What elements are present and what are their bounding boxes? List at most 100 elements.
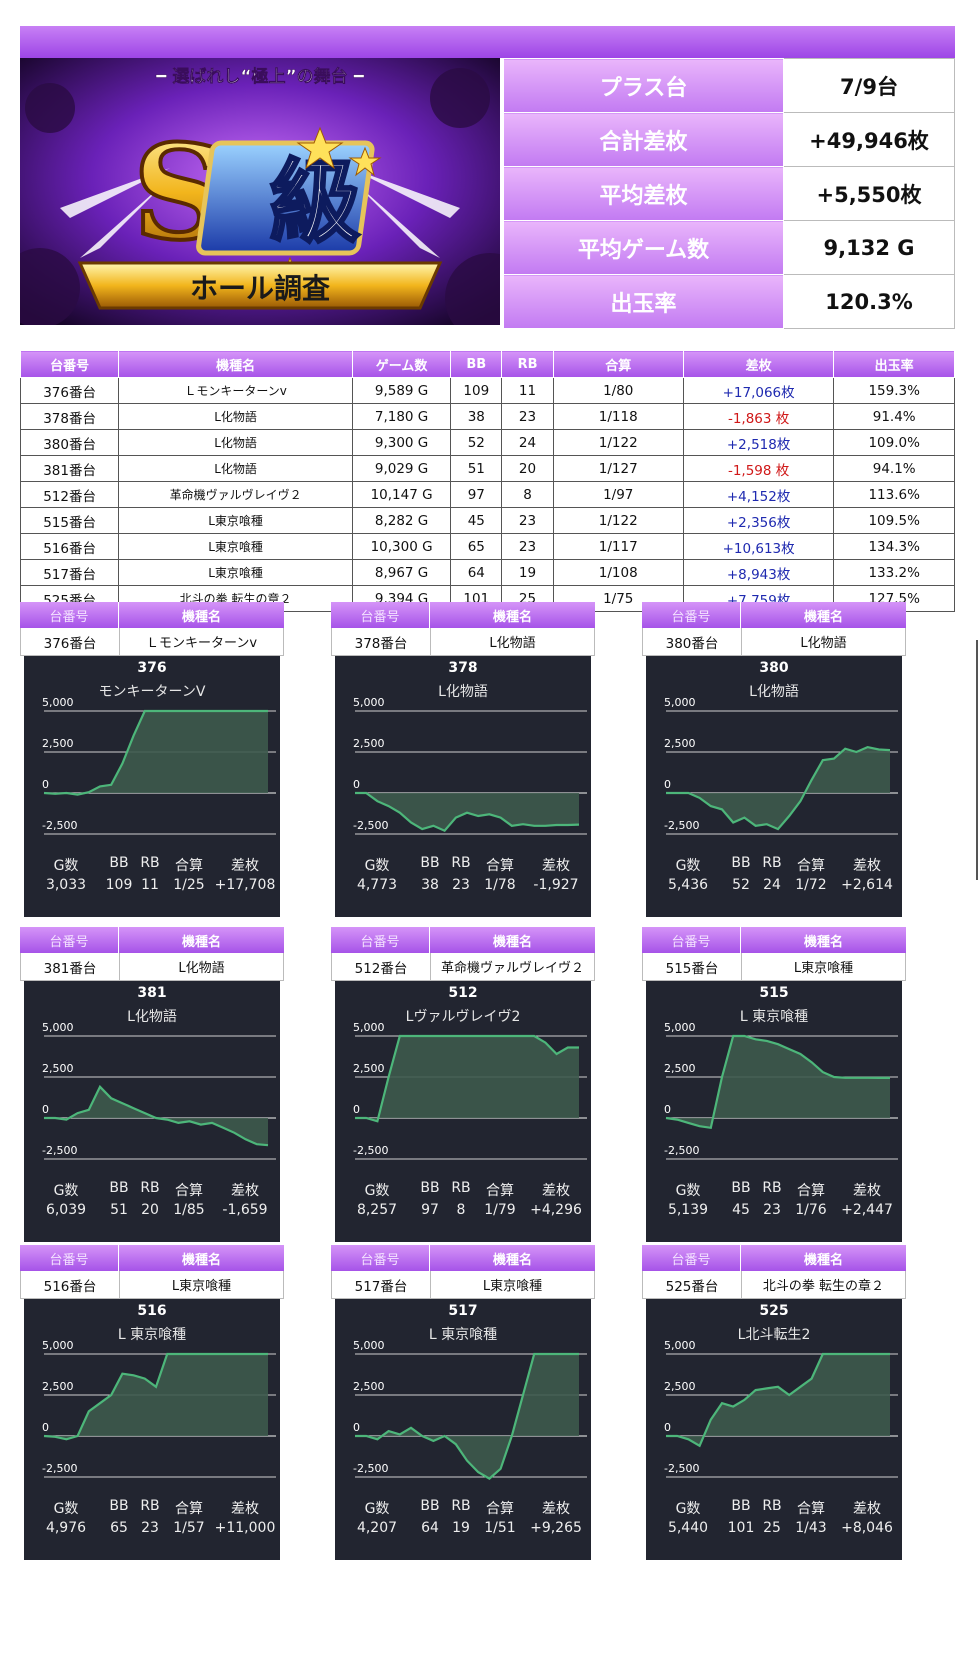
chart-subtitle: L北斗転生2 [737, 1327, 811, 1343]
y-tick-label: 2,500 [42, 1062, 74, 1075]
table-cell: 1/97 [552, 481, 684, 508]
card-machine-model: L東京喰種 [482, 1279, 543, 1294]
stat-label: 合算 [486, 858, 514, 874]
stat-label: RB [140, 855, 160, 871]
stat-label: 差枚 [231, 1183, 259, 1199]
summary-label: 平均ゲーム数 [503, 220, 784, 275]
card-machine-num: 512番台 [332, 953, 431, 980]
stat-value-samai: +9,265 [530, 1520, 582, 1536]
stat-label: 差枚 [853, 1501, 881, 1517]
card-machine-num: 515番台 [643, 953, 742, 980]
table-cell: 515番台 [19, 507, 120, 534]
table-cell: 113.6% [833, 481, 955, 508]
stat-label: G数 [53, 858, 79, 874]
column-header: 合算 [552, 350, 684, 378]
table-cell: -1,863 枚 [682, 403, 835, 430]
stat-label: 差枚 [853, 858, 881, 874]
table-cell: 517番台 [19, 559, 120, 586]
table-cell: 1/127 [552, 455, 684, 482]
y-tick-label: 5,000 [353, 1021, 385, 1034]
series-line [355, 791, 580, 833]
y-tick-label: 5,000 [664, 696, 696, 709]
table-cell: 8,282 G [351, 507, 452, 534]
summary-row: 出玉率 120.3% [503, 274, 955, 329]
stat-label: 合算 [175, 858, 203, 874]
table-cell: 38 [450, 403, 503, 430]
stat-value-gosan: 1/43 [795, 1520, 827, 1536]
stat-label: 合算 [175, 1183, 203, 1199]
y-tick-label: 2,500 [42, 1380, 74, 1393]
table-cell: 1/80 [552, 377, 684, 404]
table-cell: 109 [450, 377, 503, 404]
card-header-num: 台番号 [20, 1245, 118, 1271]
chart-title: 525 [759, 1303, 789, 1319]
card-header: 台番号 機種名 [331, 1245, 595, 1271]
card-machine-model: L東京喰種 [793, 961, 854, 976]
table-cell: 512番台 [19, 481, 120, 508]
stat-value-g: 6,039 [45, 1202, 87, 1218]
table-cell: +2,518枚 [682, 429, 835, 456]
summary-value: +5,550枚 [783, 166, 955, 221]
card-header-num: 台番号 [642, 1245, 740, 1271]
slump-graph-panel: 5,000 2,500 0 -2,500 517 L 東京喰種 G数 BB RB 合算 差枚 4,20… [335, 1299, 591, 1560]
table-cell: 24 [501, 429, 554, 456]
card-info-row: 525番台 北斗の拳 転生の章２ [642, 1271, 906, 1299]
y-tick-label: 0 [42, 1421, 49, 1434]
card-info-row: 515番台 L東京喰種 [642, 953, 906, 981]
column-header: ゲーム数 [351, 350, 452, 378]
stat-value-samai: +17,708 [214, 877, 276, 893]
card-header: 台番号 機種名 [20, 602, 284, 628]
chart-title: 516 [137, 1303, 167, 1319]
stat-label: G数 [675, 1183, 701, 1199]
stat-value-bb: 45 [732, 1202, 750, 1218]
card-machine-num: 376番台 [21, 628, 120, 655]
slump-chart: 5,000 2,500 0 -2,500 [353, 1339, 587, 1480]
series-line [666, 745, 891, 831]
stat-label: RB [140, 1498, 160, 1514]
y-tick-label: 5,000 [664, 1339, 696, 1352]
chart-title: 376 [137, 660, 167, 676]
header-bar [20, 26, 955, 58]
banner-tagline: ━ 選ばれし“極上”の舞台 ━ [155, 66, 364, 87]
stat-value-g: 4,207 [356, 1520, 398, 1536]
series-line [665, 1034, 890, 1130]
card-header: 台番号 機種名 [331, 602, 595, 628]
y-tick-label: -2,500 [353, 819, 388, 832]
table-cell: 23 [501, 507, 554, 534]
table-cell: 378番台 [19, 403, 120, 430]
stat-label: 合算 [797, 858, 825, 874]
table-cell: L東京喰種 [118, 533, 353, 560]
stat-value-g: 8,257 [356, 1202, 398, 1218]
stat-label: 合算 [797, 1501, 825, 1517]
table-cell: 134.3% [833, 533, 955, 560]
stat-label: 合算 [486, 1183, 514, 1199]
stat-value-samai: -1,659 [222, 1202, 268, 1218]
stat-label: BB [420, 1498, 440, 1514]
y-tick-label: 2,500 [353, 1380, 385, 1393]
card-info-row: 517番台 L東京喰種 [331, 1271, 595, 1299]
card-header-model: 機種名 [118, 1245, 284, 1271]
y-tick-label: -2,500 [664, 1144, 699, 1157]
series-area [666, 1354, 890, 1446]
table-cell: +2,356枚 [682, 507, 835, 534]
table-cell: 64 [450, 559, 503, 586]
table-row: 517番台 L東京喰種 8,967 G 64 19 1/108 +8,943枚 133.2% [19, 559, 955, 586]
stat-label: 差枚 [853, 1183, 881, 1199]
y-tick-label: 2,500 [664, 1380, 696, 1393]
card-header-model: 機種名 [740, 927, 906, 953]
slump-chart: 5,000 2,500 0 -2,500 [42, 1339, 276, 1478]
card-machine-num: 516番台 [21, 1271, 120, 1298]
stat-value-samai: +8,046 [841, 1520, 893, 1536]
card-header: 台番号 機種名 [642, 602, 906, 628]
slump-graph-panel: 5,000 2,500 0 -2,500 380 L化物語 G数 BB RB 合算 差枚 5,436 5… [646, 656, 902, 917]
stat-label: RB [140, 1180, 160, 1196]
table-cell: 109.0% [833, 429, 955, 456]
y-tick-label: 5,000 [42, 696, 74, 709]
table-row: 512番台 革命機ヴァルヴレイヴ２ 10,147 G 97 8 1/97 +4,152枚 11… [19, 481, 955, 508]
chart-title: 381 [137, 985, 167, 1001]
stat-value-g: 5,139 [667, 1202, 709, 1218]
machine-card: 台番号 機種名 378番台 L化物語 5,000 2,500 0 -2,500 378 L化物語 G… [331, 602, 595, 917]
chart-subtitle: L化物語 [127, 1009, 177, 1025]
stat-label: G数 [364, 1183, 390, 1199]
y-tick-label: 2,500 [42, 737, 74, 750]
